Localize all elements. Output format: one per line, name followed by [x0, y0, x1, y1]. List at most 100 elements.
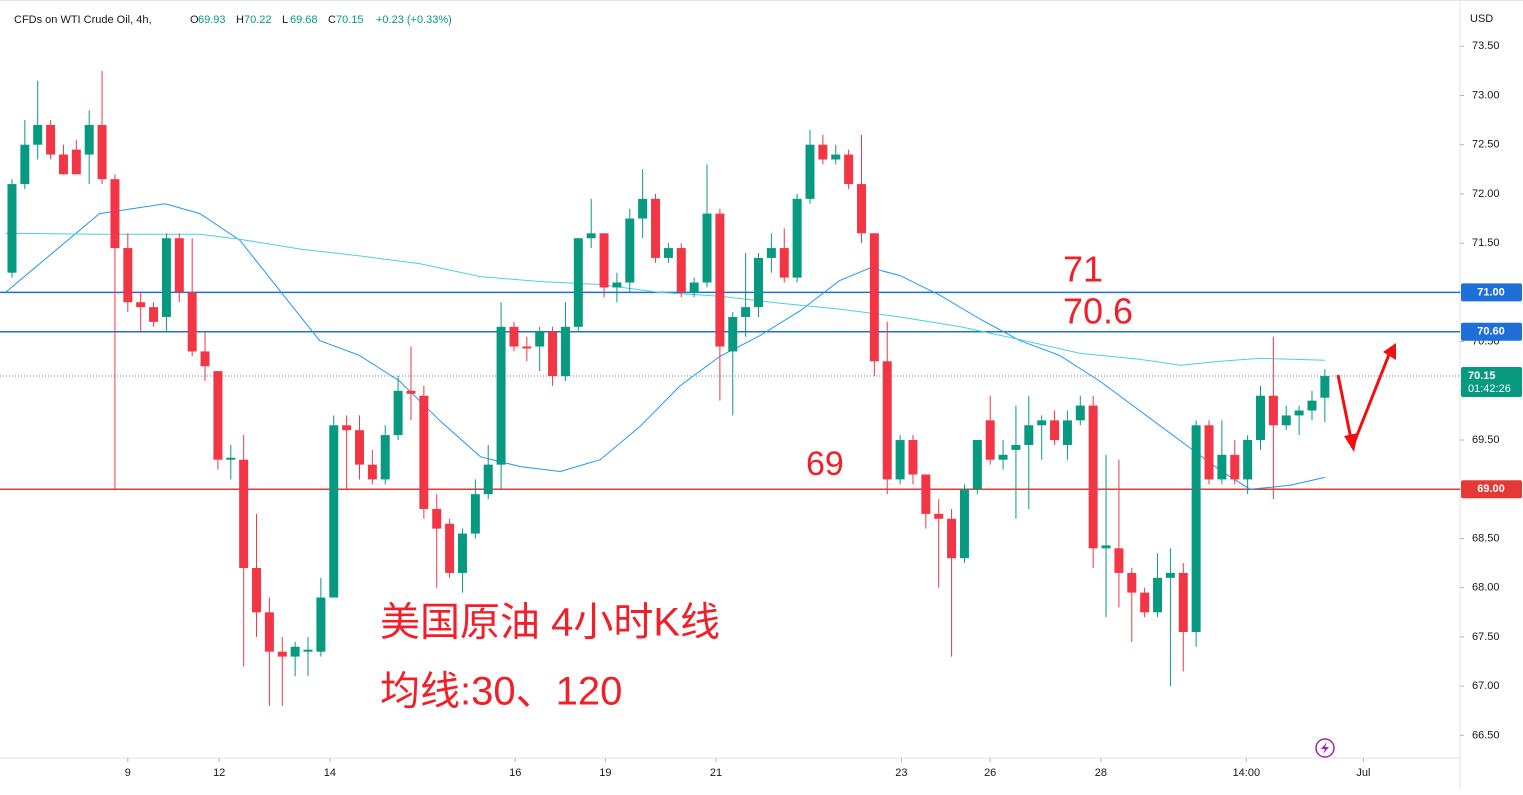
candle-body	[728, 316, 738, 352]
candle-body	[1050, 420, 1060, 441]
candle-body	[290, 646, 300, 657]
candle-body	[33, 125, 43, 145]
annotation: 70.6	[1063, 291, 1133, 332]
candle-body	[586, 233, 596, 239]
candle-body	[1243, 440, 1253, 480]
candle-body	[1127, 572, 1137, 593]
candle-body	[1320, 376, 1330, 398]
candle-body	[612, 282, 622, 288]
x-tick-label: 26	[984, 767, 996, 779]
candle-body	[1037, 420, 1047, 426]
candle-body	[123, 248, 133, 303]
candle-body	[509, 326, 519, 347]
candle-body	[226, 457, 236, 460]
y-tick-label: 68.50	[1472, 532, 1500, 544]
candle-body	[1217, 454, 1227, 480]
candle-body	[599, 233, 609, 288]
last-price-box	[1461, 367, 1522, 398]
candle-body	[754, 257, 764, 308]
candle-body	[84, 125, 94, 155]
candle-body	[844, 154, 854, 185]
y-tick-label: 72.50	[1472, 139, 1500, 151]
candle-body	[174, 238, 184, 293]
candle-body	[252, 568, 262, 613]
y-tick-label: 67.50	[1472, 631, 1500, 643]
last-price-label: 70.15	[1468, 370, 1496, 382]
candle-body	[1153, 577, 1163, 613]
ohlc-value: 69.68	[290, 14, 318, 26]
candle-body	[71, 149, 81, 175]
candle-body	[58, 154, 68, 175]
chart-title: CFDs on WTI Crude Oil, 4h,	[14, 14, 152, 26]
currency: USD	[1470, 13, 1493, 25]
candle-body	[715, 213, 725, 347]
candle-body	[187, 292, 197, 352]
candle-body	[1101, 545, 1111, 549]
candle-body	[934, 513, 944, 519]
candle-body	[818, 144, 828, 160]
candle-body	[97, 125, 107, 180]
candle-body	[766, 248, 776, 258]
annotation: 71	[1063, 249, 1103, 290]
candle-body	[985, 420, 995, 460]
candle-body	[367, 464, 377, 480]
candle-body	[380, 435, 390, 480]
candle-body	[393, 390, 403, 436]
candle-body	[7, 184, 17, 273]
x-tick-label: 12	[213, 767, 225, 779]
candle-body	[908, 440, 918, 475]
y-tick-label: 71.50	[1472, 237, 1500, 249]
arrow	[1350, 351, 1392, 449]
candle-body	[445, 523, 455, 573]
y-tick-label: 73.50	[1472, 40, 1500, 52]
candle-body	[998, 454, 1008, 460]
x-tick-label: 14	[324, 767, 336, 779]
x-tick-label: 14:00	[1233, 767, 1261, 779]
price-label-box	[1461, 322, 1522, 341]
candle-body	[831, 154, 841, 160]
candle-body	[161, 238, 171, 317]
ohlc-value: 70.15	[336, 14, 364, 26]
candle-body	[419, 395, 429, 509]
ohlc-key: H	[236, 14, 244, 26]
candle-body	[1230, 454, 1240, 480]
price-label: 69.00	[1477, 483, 1505, 495]
candle-body	[1114, 548, 1124, 573]
candle-body	[1191, 425, 1201, 632]
candle-body	[200, 351, 210, 367]
candle-body	[1178, 572, 1188, 632]
y-tick-label: 68.00	[1472, 582, 1500, 594]
candle-body	[1294, 410, 1304, 416]
price-label: 70.60	[1477, 326, 1505, 338]
candle-body	[1075, 405, 1085, 421]
ohlc-key: C	[328, 14, 336, 26]
candle-body	[1140, 592, 1150, 613]
annotation: 美国原油 4小时K线	[380, 601, 720, 645]
ohlc-value: 70.22	[244, 14, 272, 26]
price-label: 71.00	[1477, 286, 1505, 298]
candle-body	[457, 533, 467, 573]
candle-body	[702, 213, 712, 283]
candle-body	[149, 307, 159, 322]
y-tick-label: 73.00	[1472, 89, 1500, 101]
candle-body	[869, 233, 879, 362]
candle-body	[676, 248, 686, 293]
x-tick-label: 23	[895, 767, 907, 779]
candle-body	[1165, 572, 1175, 578]
candle-body	[741, 307, 751, 317]
candle-body	[432, 508, 442, 529]
candle-body	[560, 326, 570, 377]
candle-body	[110, 179, 120, 249]
candle-body	[651, 198, 661, 258]
candle-body	[535, 331, 545, 347]
candle-body	[1062, 420, 1072, 445]
candle-body	[1088, 405, 1098, 549]
candle-body	[625, 218, 635, 283]
x-tick-label: 28	[1095, 767, 1107, 779]
candle-body	[792, 198, 802, 278]
ohlc-key: O	[190, 14, 199, 26]
candle-body	[882, 361, 892, 480]
y-tick-label: 67.00	[1472, 680, 1500, 692]
candle-body	[483, 464, 493, 495]
